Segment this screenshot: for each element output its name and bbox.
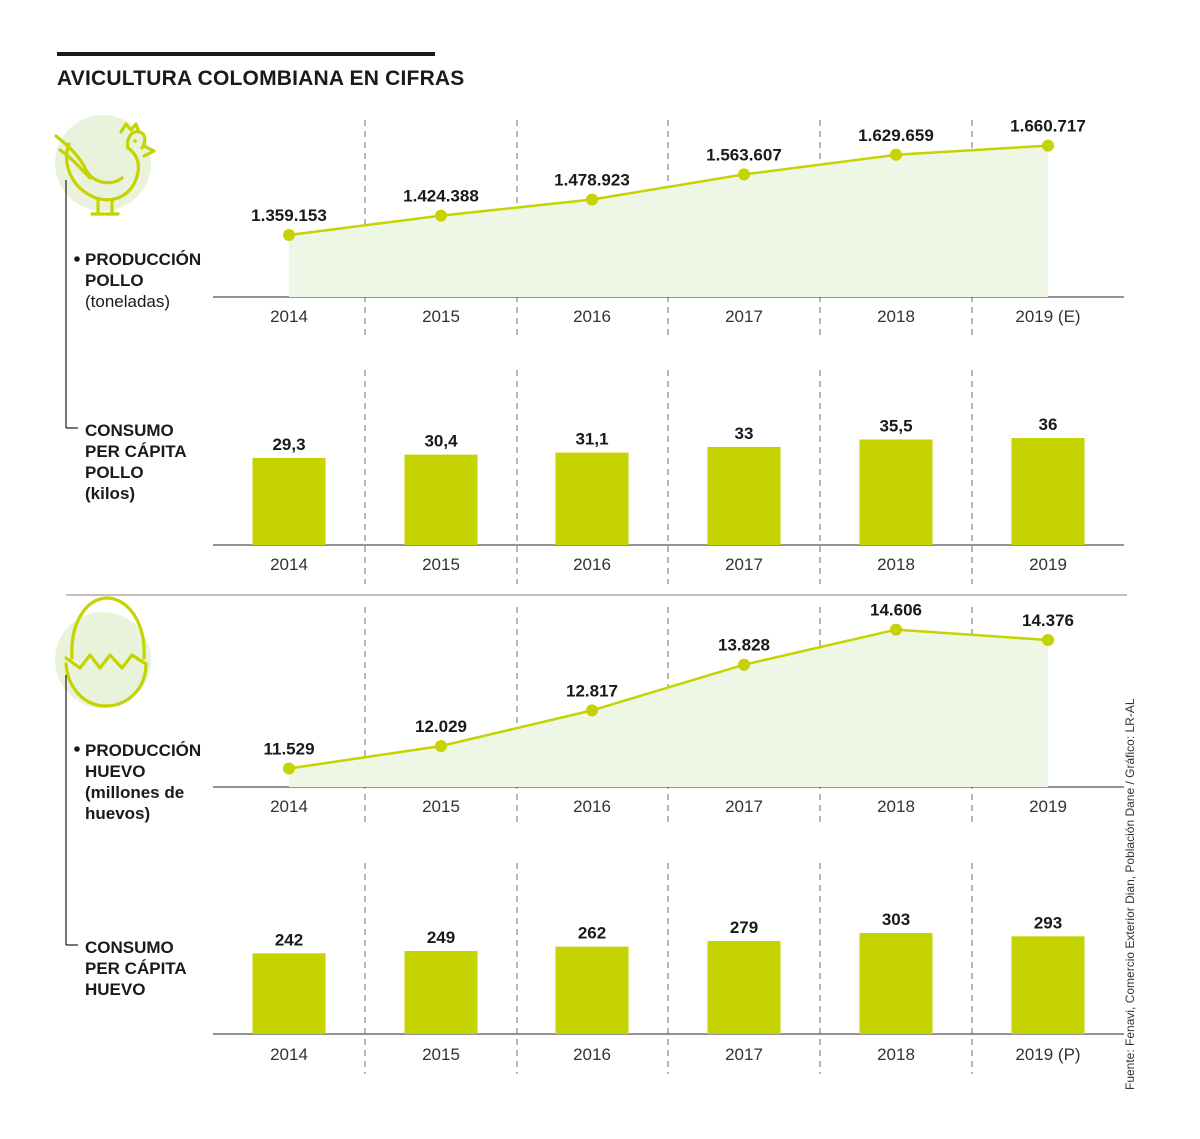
data-label: 14.606 (870, 601, 922, 620)
tick-label: 2018 (877, 307, 915, 326)
data-label: 13.828 (718, 636, 770, 655)
data-label: 249 (427, 928, 455, 947)
data-point (586, 704, 598, 717)
tick-label: 2014 (270, 555, 308, 574)
data-label: 31,1 (575, 430, 608, 449)
data-label: 303 (882, 910, 910, 929)
tick-label: 2015 (422, 555, 460, 574)
tick-label: 2017 (725, 1045, 763, 1064)
chicken-icon (54, 115, 156, 216)
data-label: 30,4 (424, 432, 458, 451)
tick-label: 2016 (573, 555, 611, 574)
tick-label: 2019 (1029, 797, 1067, 816)
label-title: PRODUCCIÓN HUEVO (85, 741, 202, 781)
marks-layer: 2014 2015 2016 2017 2018 2019 (E) 1.359.153 1.4… (251, 117, 1086, 1064)
bar (404, 951, 478, 1034)
label-pollo-consumo: CONSUMO PER CÁPITA POLLO (kilos) (85, 420, 187, 504)
area-fill (289, 629, 1048, 787)
label-unit: (kilos) (85, 484, 136, 503)
data-label: 262 (578, 924, 606, 943)
data-label: 1.478.923 (554, 170, 630, 189)
data-label: 33 (735, 424, 754, 443)
bullet-dot (74, 746, 80, 752)
data-label: 1.629.659 (858, 126, 934, 145)
tick-label: 2017 (725, 555, 763, 574)
label-pollo-produccion: PRODUCCIÓN POLLO (toneladas) (85, 249, 201, 312)
data-label: 242 (275, 930, 303, 949)
bar (404, 454, 478, 545)
data-label: 14.376 (1022, 611, 1074, 630)
data-point (1042, 139, 1054, 152)
bar (859, 933, 933, 1034)
data-point (738, 168, 750, 181)
label-title: CONSUMO PER CÁPITA HUEVO (85, 938, 187, 999)
tick-label: 2015 (422, 307, 460, 326)
bar (555, 946, 629, 1034)
data-label: 12.029 (415, 717, 467, 736)
series-line (288, 144, 1049, 237)
data-label: 12.817 (566, 681, 618, 700)
data-point (283, 228, 295, 241)
label-title: PRODUCCIÓN POLLO (85, 250, 202, 290)
data-label: 35,5 (879, 416, 912, 435)
bar (859, 439, 933, 545)
tick-label: 2015 (422, 797, 460, 816)
egg-icon (55, 596, 151, 708)
data-label: 11.529 (263, 740, 314, 759)
label-huevo-produccion: PRODUCCIÓN HUEVO (millones de huevos) (85, 740, 201, 824)
label-unit: (toneladas) (85, 292, 171, 311)
data-point (890, 623, 902, 636)
bar (1011, 438, 1085, 545)
tick-label: 2019 (E) (1015, 307, 1080, 326)
tick-label: 2017 (725, 307, 763, 326)
label-title: CONSUMO PER CÁPITA POLLO (85, 421, 187, 482)
data-point (435, 209, 447, 222)
label-unit: (millones de huevos) (85, 783, 185, 823)
tick-label: 2018 (877, 1045, 915, 1064)
bar (555, 452, 629, 545)
source-note: Fuente: Fenavi, Comercio Exterior Dian, … (1123, 698, 1137, 1090)
tick-label: 2018 (877, 555, 915, 574)
data-label: 29,3 (272, 435, 305, 454)
data-label: 279 (730, 918, 758, 937)
data-label: 1.359.153 (251, 206, 327, 225)
tick-label: 2019 (1029, 555, 1067, 574)
data-label: 1.424.388 (403, 187, 479, 206)
tick-label: 2016 (573, 797, 611, 816)
tick-label: 2017 (725, 797, 763, 816)
data-point (586, 193, 598, 206)
data-point (435, 739, 447, 752)
label-huevo-consumo: CONSUMO PER CÁPITA HUEVO (85, 937, 187, 1000)
tick-label: 2014 (270, 1045, 308, 1064)
bar (1011, 936, 1085, 1034)
bar (707, 941, 781, 1034)
bullet-dot (74, 256, 80, 262)
data-label: 36 (1039, 415, 1058, 434)
data-label: 1.660.717 (1010, 117, 1086, 136)
bar (252, 953, 326, 1034)
tick-label: 2019 (P) (1015, 1045, 1080, 1064)
data-point (890, 148, 902, 161)
data-point (1042, 634, 1054, 647)
data-label: 293 (1034, 913, 1062, 932)
tick-label: 2014 (270, 797, 308, 816)
series-line (288, 628, 1049, 770)
area-fill (289, 145, 1048, 297)
tick-label: 2015 (422, 1045, 460, 1064)
bar (707, 446, 781, 545)
tick-label: 2016 (573, 307, 611, 326)
data-label: 1.563.607 (706, 145, 782, 164)
bar (252, 457, 326, 545)
tick-label: 2016 (573, 1045, 611, 1064)
title-rule (57, 52, 435, 56)
data-point (283, 762, 295, 775)
tick-label: 2014 (270, 307, 308, 326)
page-title: AVICULTURA COLOMBIANA EN CIFRAS (57, 67, 465, 90)
tick-label: 2018 (877, 797, 915, 816)
data-point (738, 658, 750, 671)
